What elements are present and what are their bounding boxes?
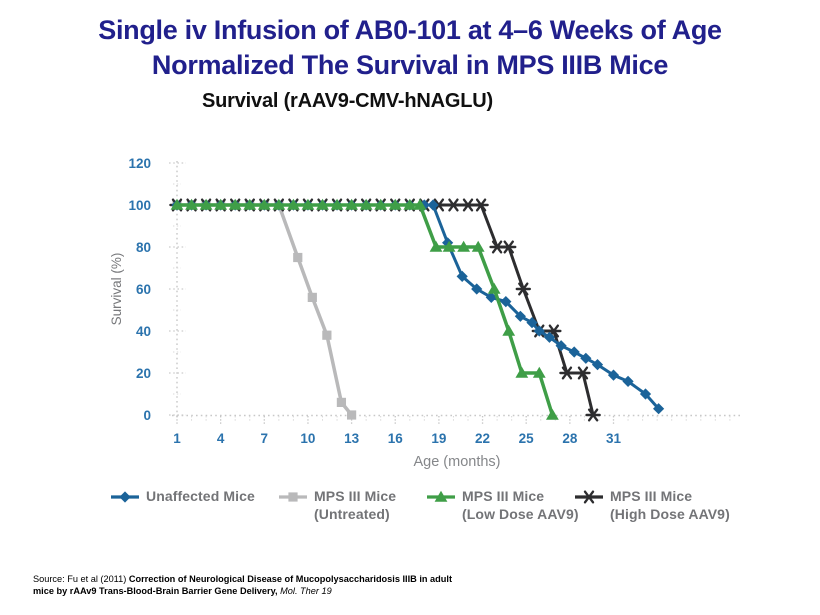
legend-item-high-dose: MPS III Mice (High Dose AAV9) [574, 487, 730, 523]
legend-marker-square-icon [279, 492, 307, 502]
series-high-dose [169, 198, 601, 422]
legend-label: Unaffected Mice [146, 488, 255, 504]
chart-subtitle: Survival (rAAV9-CMV-hNAGLU) [202, 90, 493, 112]
legend-item-unaffected: Unaffected Mice [110, 487, 255, 505]
series-unaffected [171, 199, 665, 415]
legend-label-line2: (Untreated) [314, 506, 390, 522]
x-tick-label: 28 [562, 431, 578, 446]
x-tick-label: 19 [431, 431, 446, 446]
x-tick-label: 25 [519, 431, 535, 446]
y-tick-label: 0 [143, 408, 151, 423]
legend-label-line2: (High Dose AAV9) [610, 506, 730, 522]
x-tick-label: 4 [217, 431, 225, 446]
x-tick-label: 22 [475, 431, 490, 446]
survival-chart: 0 20 40 60 80 100 120 1 4 7 10 13 16 19 22 25 28 31 Surviv… [109, 156, 741, 470]
legend-label-line2: (Low Dose AAV9) [462, 506, 579, 522]
x-tick-label: 10 [300, 431, 315, 446]
slide-title-line1: Single iv Infusion of AB0-101 at 4–6 Wee… [98, 15, 722, 45]
y-tick-label: 20 [136, 366, 151, 381]
y-tick-label: 120 [128, 156, 151, 171]
chart-area: 0 20 40 60 80 100 120 1 4 7 10 13 16 19 22 25 28 31 Surviv… [85, 135, 785, 485]
x-tick-label: 16 [388, 431, 404, 446]
slide-title-line2: Normalized The Survival in MPS IIIB Mice [151, 50, 669, 80]
y-tick-label: 100 [128, 198, 151, 213]
y-tick-label: 60 [136, 282, 151, 297]
source-citation: Source: Fu et al (2011) Correction of Ne… [33, 574, 465, 597]
x-tick-label: 13 [344, 431, 360, 446]
source-journal: Mol. Ther 19 [280, 585, 332, 596]
y-axis-title: Survival (%) [109, 253, 124, 326]
legend-label: MPS III Mice [314, 488, 397, 504]
legend-item-low-dose: MPS III Mice (Low Dose AAV9) [426, 487, 579, 523]
legend-label: MPS III Mice [462, 488, 545, 504]
source-article-title: Correction of Neurological Disease of Mu… [33, 574, 453, 596]
slide-title: Single iv Infusion of AB0-101 at 4–6 Wee… [0, 13, 820, 83]
x-axis-title: Age (months) [413, 454, 500, 470]
x-tick-label: 31 [606, 431, 622, 446]
chart-legend: Unaffected Mice MPS III Mice (Untreated)… [0, 487, 820, 539]
source-prefix: Source: Fu et al (2011) [33, 574, 129, 584]
x-tick-label: 1 [173, 431, 181, 446]
x-tick-label: 7 [261, 431, 269, 446]
legend-item-untreated: MPS III Mice (Untreated) [278, 487, 396, 523]
legend-marker-asterisk-icon [575, 490, 603, 504]
legend-label: MPS III Mice [610, 488, 693, 504]
series-untreated [172, 200, 357, 420]
series-low-dose [170, 198, 559, 420]
legend-marker-diamond-icon [111, 491, 139, 503]
y-tick-label: 40 [136, 324, 151, 339]
y-tick-label: 80 [136, 240, 151, 255]
legend-marker-triangle-icon [427, 490, 455, 502]
